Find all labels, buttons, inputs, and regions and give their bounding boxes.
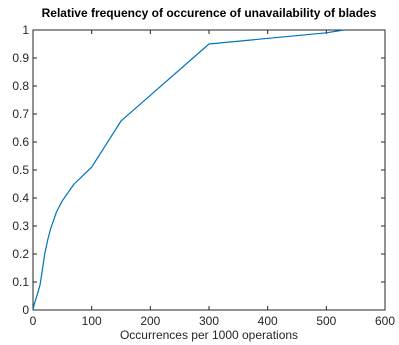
axis-ticks: 0 100 200 300 400 500 600 0 0.1 0.2 0.3 0.4 0.5 0.6 0.…	[12, 23, 395, 328]
y-tick-label: 0	[22, 303, 29, 317]
axes	[32, 29, 386, 311]
y-tick-label: 0.7	[12, 107, 29, 121]
y-tick-label: 1	[22, 23, 29, 37]
x-tick-label: 400	[258, 314, 278, 328]
y-tick-label: 0.2	[12, 247, 29, 261]
y-tick-label: 0.6	[12, 135, 29, 149]
y-tick-label: 0.3	[12, 219, 29, 233]
plot-area	[32, 29, 345, 311]
axes-box	[32, 29, 386, 311]
x-tick-label: 0	[30, 314, 37, 328]
x-tick-label: 100	[82, 314, 102, 328]
y-tick-label: 0.4	[12, 191, 29, 205]
x-tick-label: 500	[316, 314, 336, 328]
y-tick-label: 0.9	[12, 51, 29, 65]
chart-title: Relative frequency of occurence of unava…	[42, 6, 377, 20]
y-tick-label: 0.8	[12, 79, 29, 93]
series-line	[32, 29, 345, 311]
x-tick-label: 600	[375, 314, 395, 328]
y-tick-label: 0.1	[12, 275, 29, 289]
x-axis-label: Occurrences per 1000 operations	[120, 328, 298, 342]
x-tick-label: 200	[140, 314, 160, 328]
x-tick-label: 300	[199, 314, 219, 328]
y-tick-label: 0.5	[12, 163, 29, 177]
